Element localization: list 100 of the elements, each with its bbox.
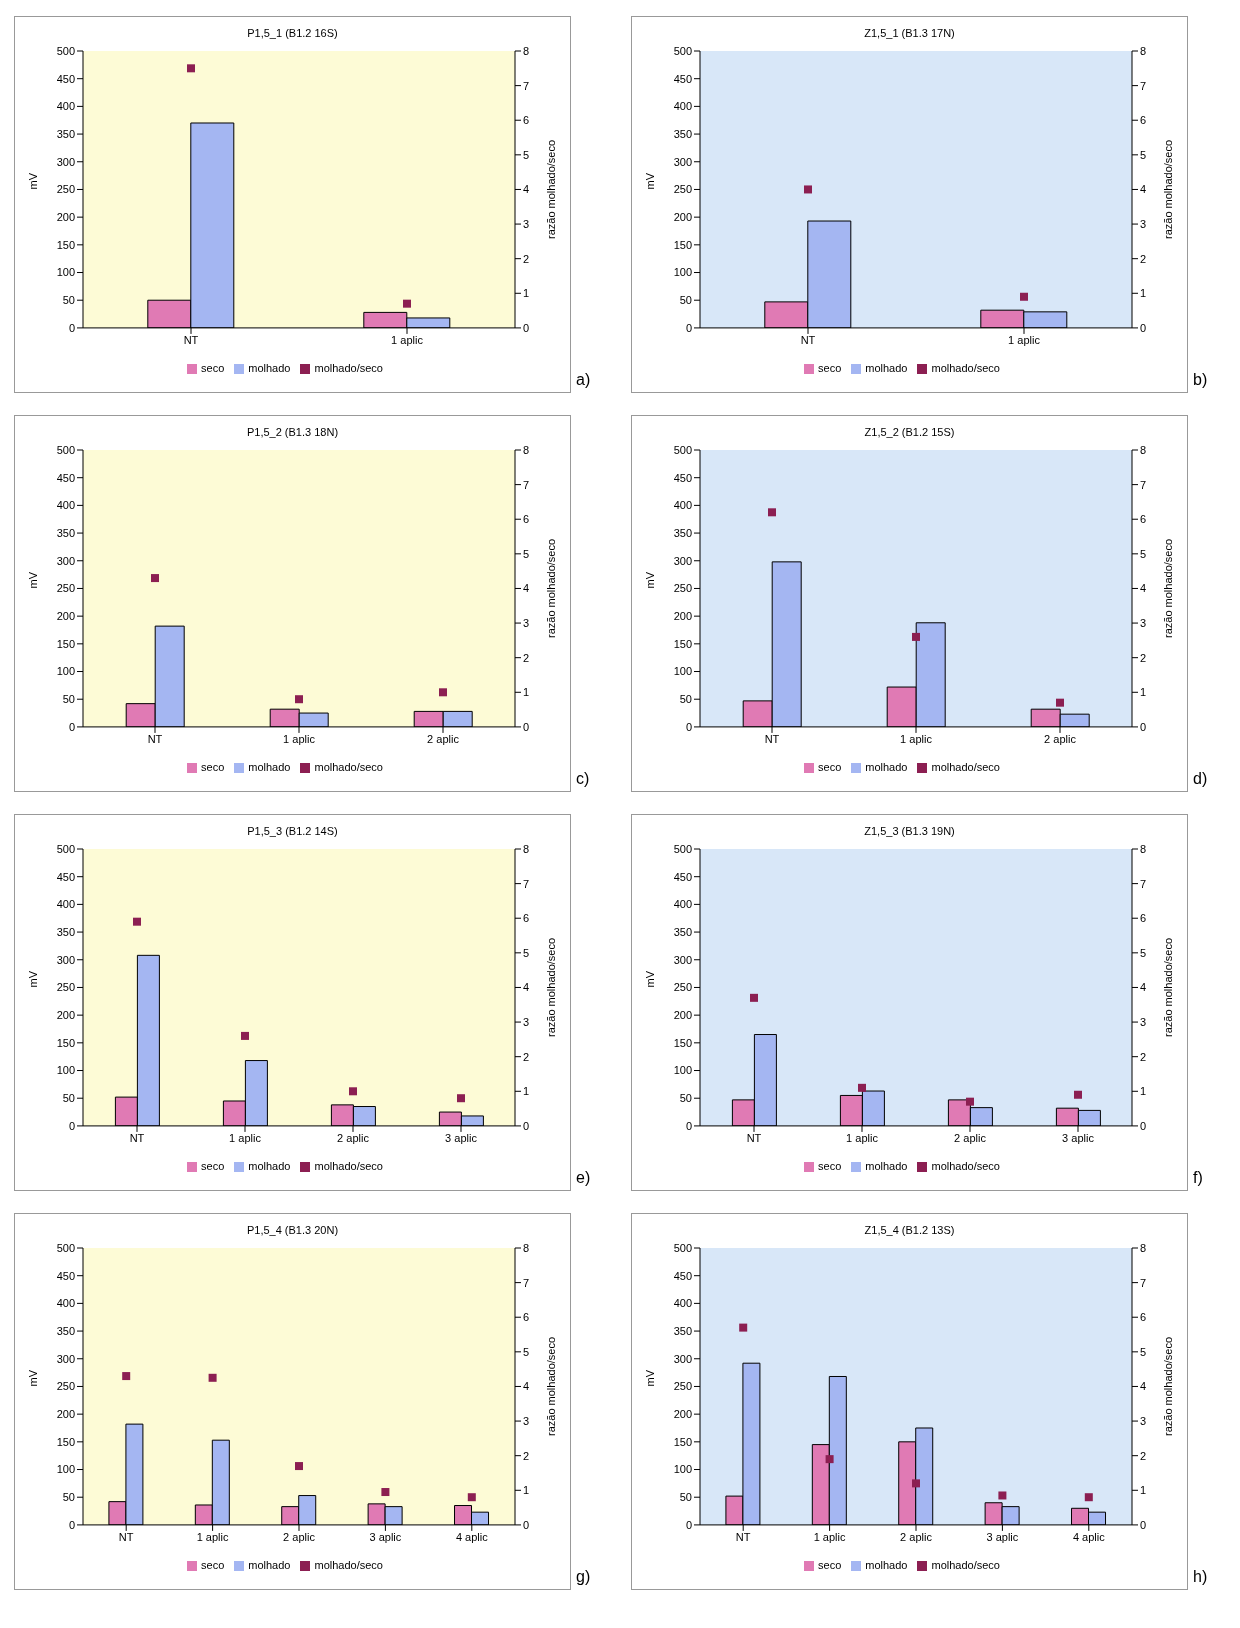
y2-tick-label: 5 — [523, 1345, 530, 1358]
y2-tick-label: 2 — [1140, 1449, 1147, 1462]
y-tick-label: 400 — [56, 898, 75, 911]
y2-tick-label: 2 — [523, 651, 530, 664]
legend-label: molhado/seco — [931, 1558, 1000, 1571]
point — [998, 1491, 1007, 1500]
y2-tick-label: 2 — [523, 1449, 530, 1462]
text: f) — [1193, 1169, 1203, 1187]
y2-tick-label: 8 — [1140, 842, 1147, 855]
text: b) — [1193, 371, 1208, 389]
x-tick-label: 2 aplic — [337, 1131, 370, 1144]
x-tick-label: NT — [746, 1131, 762, 1144]
y-tick-label: 150 — [673, 637, 692, 650]
legend-label: seco — [201, 760, 225, 773]
y-tick-label: 150 — [56, 238, 75, 251]
chart-title: P1,5_2 (B1.3 18N) — [245, 426, 340, 438]
legend-label: molhado/seco — [931, 1159, 1000, 1172]
y-tick-label: 0 — [68, 1119, 75, 1132]
x-tick-label: NT — [147, 732, 163, 745]
y-tick-label: 450 — [56, 471, 75, 484]
point — [349, 1087, 357, 1096]
y-axis-title: mV — [643, 571, 656, 589]
x-tick-label: 3 aplic — [1062, 1131, 1095, 1144]
y-tick-label: 150 — [673, 1435, 692, 1448]
y-tick-label: 100 — [673, 1064, 692, 1077]
chart-title: Z1,5_2 (B1.2 15S) — [863, 426, 956, 438]
point — [241, 1031, 249, 1040]
y2-tick-label: 2 — [523, 1050, 530, 1063]
y-tick-label: 200 — [56, 610, 75, 623]
y2-tick-label: 8 — [1140, 443, 1147, 456]
y2-tick-label: 7 — [1140, 1276, 1147, 1289]
text: d) — [1193, 770, 1208, 788]
y-tick-label: 400 — [673, 898, 692, 911]
y2-tick-label: 7 — [523, 478, 530, 491]
point — [768, 508, 776, 517]
y2-tick-label: 6 — [523, 912, 530, 925]
x-tick-label: 1 aplic — [900, 732, 933, 745]
y-tick-label: 150 — [673, 1036, 692, 1049]
legend-label: molhado — [865, 1558, 908, 1571]
x-tick-label: 1 aplic — [391, 333, 424, 346]
text: g) — [576, 1568, 591, 1586]
point — [739, 1323, 748, 1332]
y-tick-label: 50 — [62, 294, 75, 307]
legend-label: molhado/seco — [314, 1558, 383, 1571]
y2-tick-label: 7 — [523, 79, 530, 92]
y2-tick-label: 3 — [523, 1414, 530, 1427]
y-tick-label: 50 — [679, 1092, 692, 1105]
text: c) — [576, 770, 590, 788]
y-tick-label: 50 — [62, 1491, 75, 1504]
y2-tick-label: 4 — [523, 981, 530, 994]
y-axis-title: mV — [643, 970, 656, 988]
y-tick-label: 0 — [685, 1518, 692, 1531]
y2-tick-label: 5 — [1140, 1345, 1147, 1358]
y2-tick-label: 1 — [523, 686, 530, 699]
y-tick-label: 150 — [56, 637, 75, 650]
y-tick-label: 200 — [56, 211, 75, 224]
y-tick-label: 100 — [673, 1463, 692, 1476]
y2-axis-title: razão molhado/seco — [544, 937, 557, 1037]
y2-tick-label: 6 — [1140, 1311, 1147, 1324]
y-axis-title: mV — [26, 970, 39, 988]
x-tick-label: 1 aplic — [813, 1530, 846, 1543]
y-tick-label: 400 — [673, 1297, 692, 1310]
y2-tick-label: 2 — [1140, 651, 1147, 664]
y-tick-label: 350 — [56, 526, 75, 539]
legend-label: molhado/seco — [314, 361, 383, 374]
y-tick-label: 250 — [56, 183, 75, 196]
y2-tick-label: 8 — [523, 443, 530, 456]
x-tick-label: 2 aplic — [1044, 732, 1077, 745]
x-tick-label: NT — [129, 1131, 145, 1144]
y2-tick-label: 3 — [523, 1015, 530, 1028]
y-tick-label: 0 — [68, 720, 75, 733]
point — [295, 695, 303, 704]
legend-label: molhado/seco — [931, 361, 1000, 374]
y-tick-label: 50 — [62, 1092, 75, 1105]
y-tick-label: 300 — [56, 155, 75, 168]
y-tick-label: 250 — [56, 1380, 75, 1393]
point — [966, 1097, 974, 1106]
y2-tick-label: 2 — [523, 252, 530, 265]
point — [133, 917, 141, 926]
point — [1074, 1090, 1082, 1099]
y2-tick-label: 3 — [1140, 217, 1147, 230]
y2-tick-label: 1 — [1140, 1484, 1147, 1497]
y-tick-label: 100 — [673, 665, 692, 678]
y2-tick-label: 4 — [523, 183, 530, 196]
point — [439, 688, 447, 697]
y-tick-label: 50 — [62, 693, 75, 706]
y2-tick-label: 0 — [1140, 720, 1147, 733]
legend-label: molhado — [248, 361, 291, 374]
y2-tick-label: 5 — [1140, 148, 1147, 161]
y-tick-label: 450 — [673, 870, 692, 883]
x-tick-label: 2 aplic — [900, 1530, 933, 1543]
y2-tick-label: 7 — [1140, 877, 1147, 890]
y2-tick-label: 8 — [1140, 1241, 1147, 1254]
x-tick-label: 2 aplic — [427, 732, 460, 745]
point — [151, 574, 159, 583]
y-tick-label: 250 — [56, 981, 75, 994]
y2-tick-label: 6 — [1140, 513, 1147, 526]
y-tick-label: 50 — [679, 1491, 692, 1504]
legend-label: molhado/seco — [931, 760, 1000, 773]
y2-tick-label: 8 — [523, 1241, 530, 1254]
